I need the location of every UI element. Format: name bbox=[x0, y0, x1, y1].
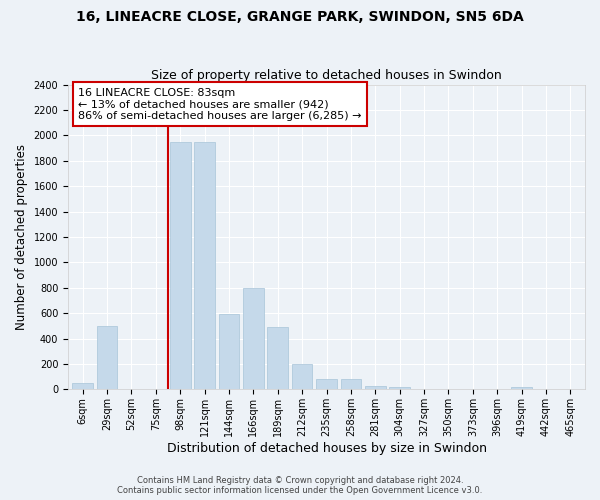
Bar bbox=[194, 142, 215, 390]
Bar bbox=[218, 314, 239, 390]
Bar bbox=[97, 326, 118, 390]
Bar bbox=[243, 288, 264, 390]
Bar bbox=[389, 387, 410, 390]
Text: 16, LINEACRE CLOSE, GRANGE PARK, SWINDON, SN5 6DA: 16, LINEACRE CLOSE, GRANGE PARK, SWINDON… bbox=[76, 10, 524, 24]
Bar bbox=[292, 364, 313, 390]
Text: 16 LINEACRE CLOSE: 83sqm
← 13% of detached houses are smaller (942)
86% of semi-: 16 LINEACRE CLOSE: 83sqm ← 13% of detach… bbox=[79, 88, 362, 121]
Bar bbox=[511, 387, 532, 390]
Bar bbox=[341, 380, 361, 390]
Bar bbox=[170, 142, 191, 390]
Bar bbox=[316, 380, 337, 390]
Title: Size of property relative to detached houses in Swindon: Size of property relative to detached ho… bbox=[151, 69, 502, 82]
Bar bbox=[72, 383, 93, 390]
Y-axis label: Number of detached properties: Number of detached properties bbox=[15, 144, 28, 330]
Bar bbox=[365, 386, 386, 390]
Text: Contains HM Land Registry data © Crown copyright and database right 2024.
Contai: Contains HM Land Registry data © Crown c… bbox=[118, 476, 482, 495]
Bar bbox=[268, 327, 288, 390]
X-axis label: Distribution of detached houses by size in Swindon: Distribution of detached houses by size … bbox=[167, 442, 487, 455]
